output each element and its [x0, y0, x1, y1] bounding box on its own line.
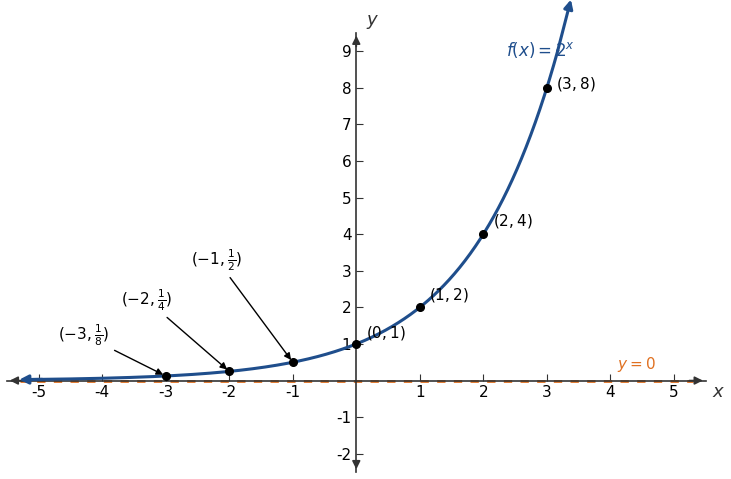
Text: $(2, 4)$: $(2, 4)$: [493, 213, 533, 230]
Text: $(3, 8)$: $(3, 8)$: [556, 75, 596, 93]
Text: ($-2, \frac{1}{4}$): ($-2, \frac{1}{4}$): [121, 287, 226, 368]
Text: $x$: $x$: [712, 383, 725, 400]
Text: $f(x) = 2^x$: $f(x) = 2^x$: [506, 40, 575, 60]
Text: $y = 0$: $y = 0$: [617, 355, 656, 374]
Text: $(1, 2)$: $(1, 2)$: [429, 285, 469, 304]
Text: ($-3, \frac{1}{8}$): ($-3, \frac{1}{8}$): [58, 322, 162, 374]
Text: ($-1, \frac{1}{2}$): ($-1, \frac{1}{2}$): [191, 247, 290, 359]
Text: $(0, 1)$: $(0, 1)$: [366, 324, 406, 342]
Text: $y$: $y$: [366, 13, 379, 31]
